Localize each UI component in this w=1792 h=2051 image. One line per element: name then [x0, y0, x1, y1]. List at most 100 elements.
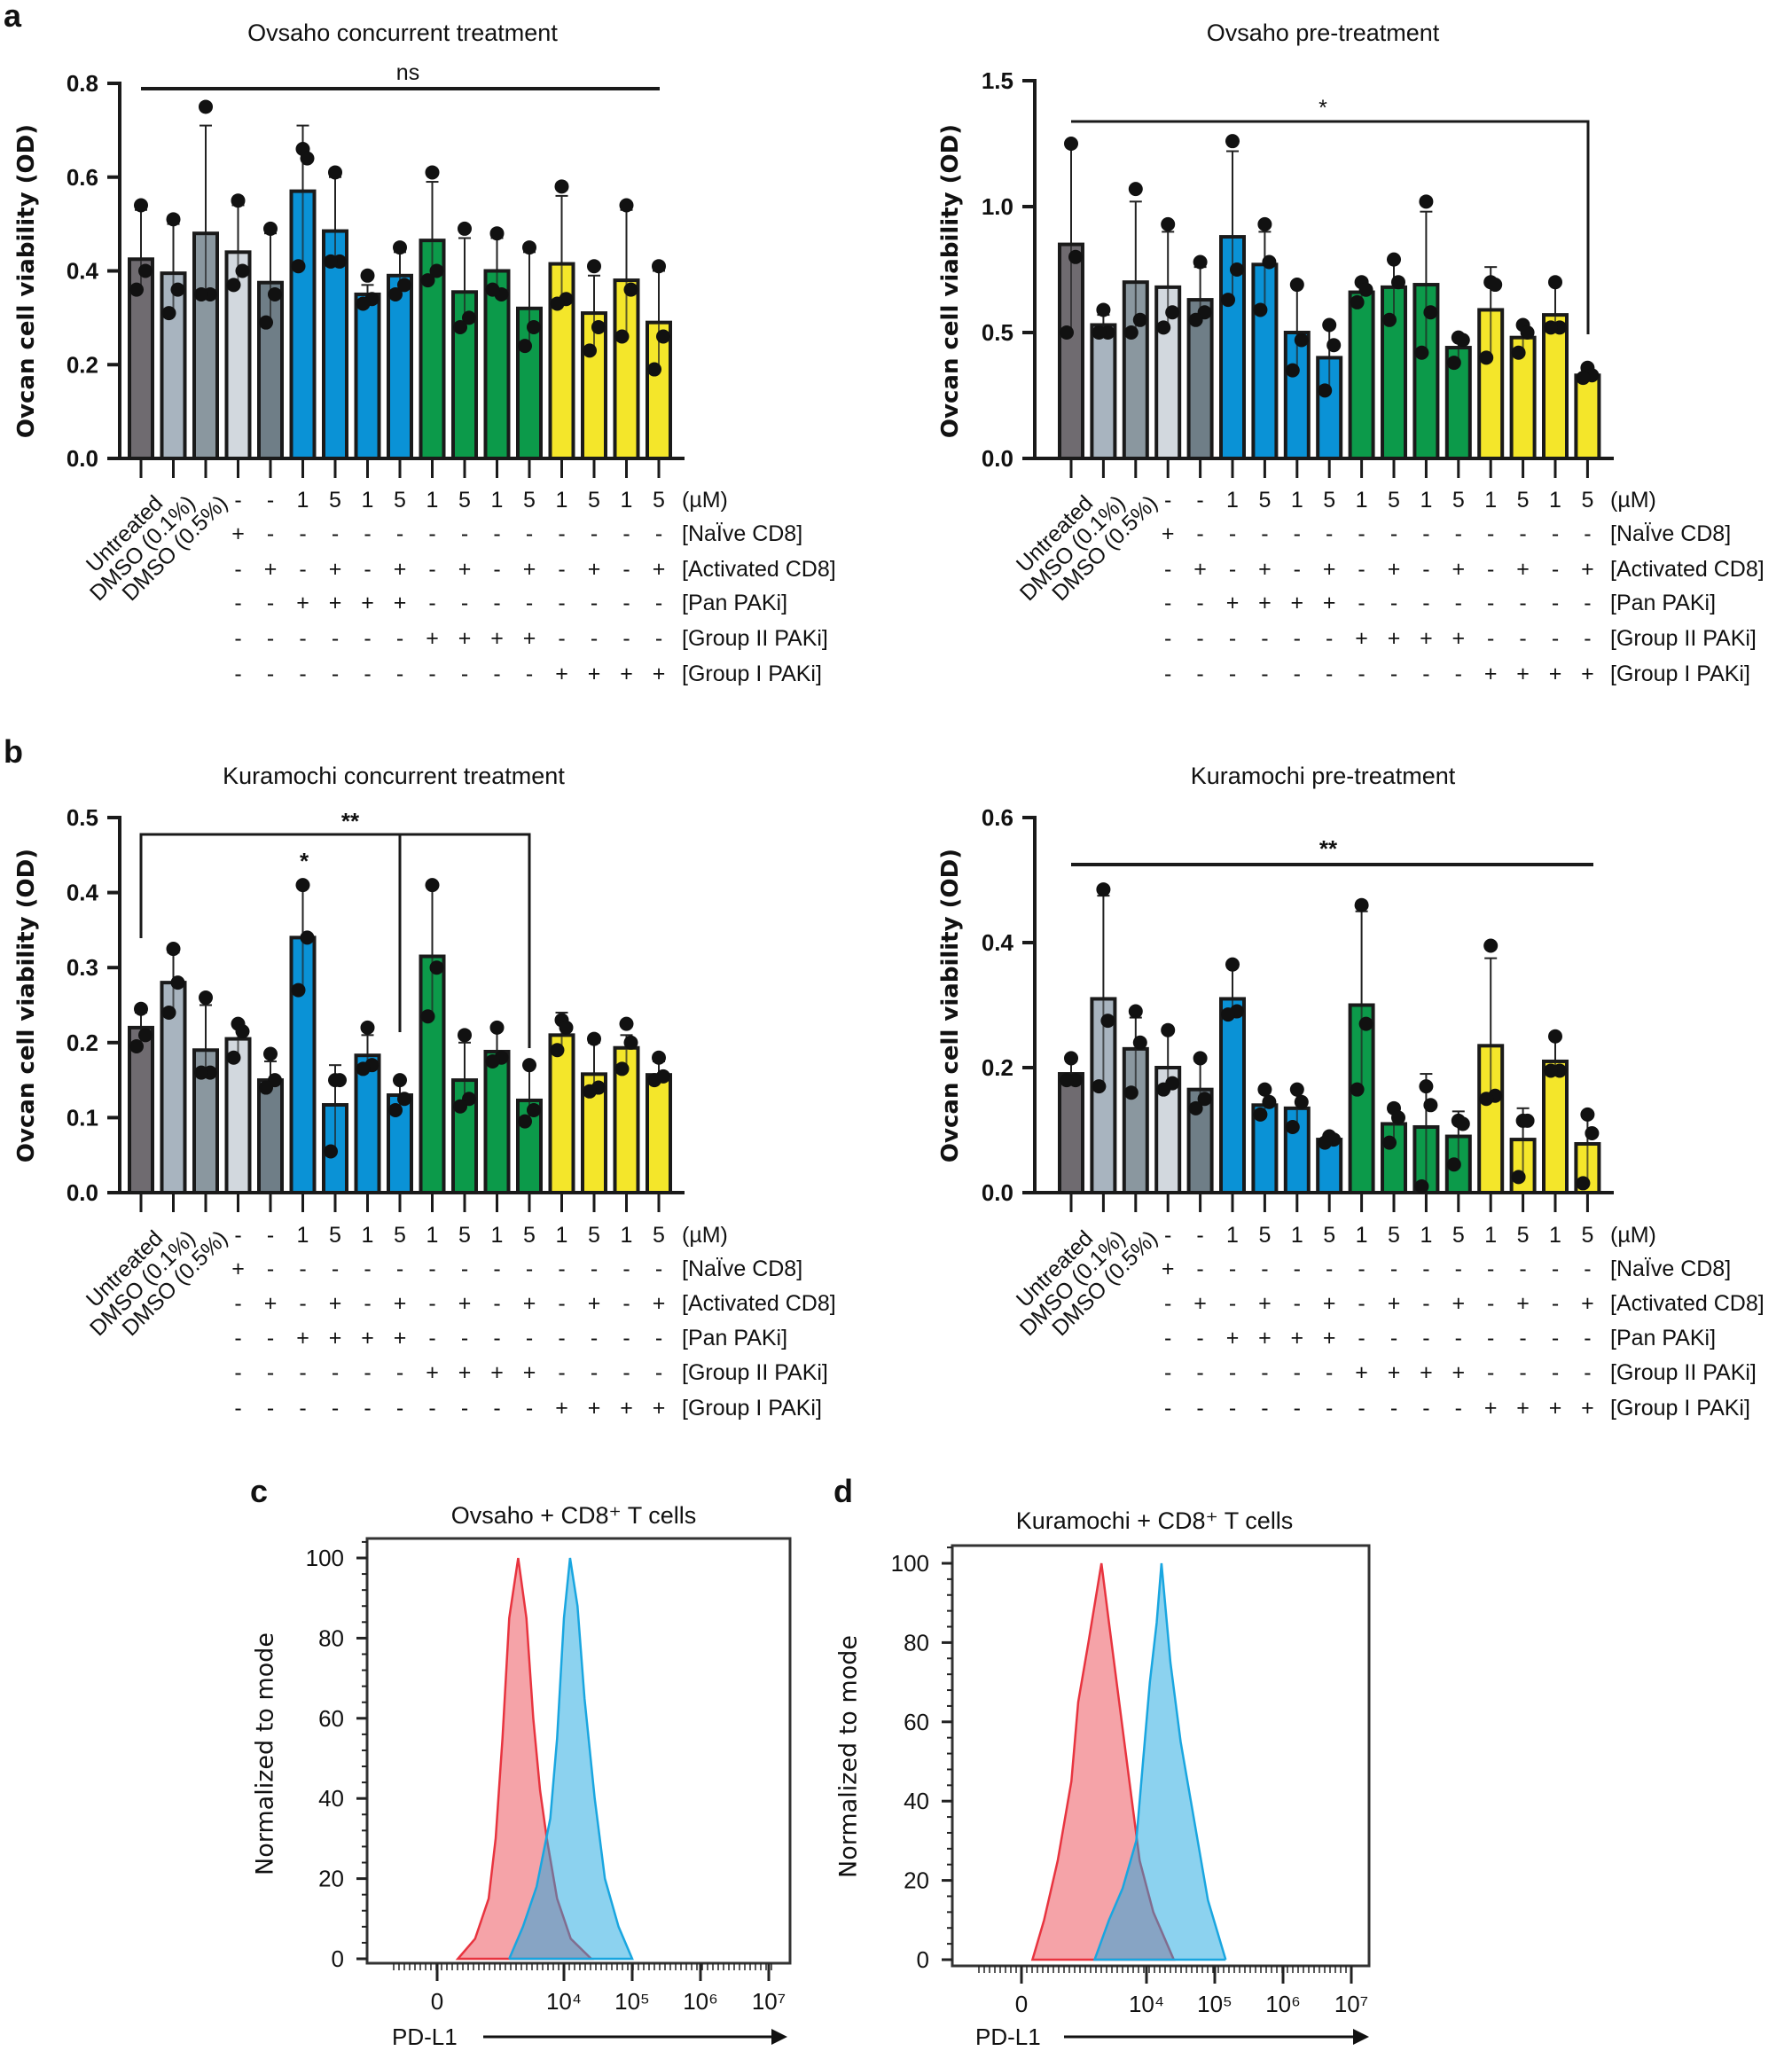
bar [322, 229, 348, 460]
data-point [324, 1144, 338, 1159]
condition-mark: 1 [556, 1223, 568, 1248]
data-point [619, 1016, 634, 1031]
condition-mark: - [493, 1291, 500, 1316]
data-point [1096, 302, 1111, 317]
condition-mark: - [299, 557, 306, 582]
condition-mark: - [493, 557, 500, 582]
data-point [1092, 1079, 1107, 1094]
condition-mark: - [267, 1223, 274, 1248]
condition-mark: + [329, 591, 342, 615]
data-point [397, 278, 411, 293]
condition-mark: - [1422, 1256, 1429, 1281]
chart-title: Kuramochi + CD8⁺ T cells [1016, 1507, 1294, 1534]
condition-mark: - [428, 661, 435, 686]
condition-mark: 5 [458, 1223, 471, 1248]
condition-mark: - [1390, 591, 1397, 615]
data-point [1257, 216, 1272, 231]
condition-mark: 1 [1484, 488, 1497, 513]
x-tick-label: 10⁷ [1334, 1991, 1368, 2017]
data-point [393, 240, 407, 255]
condition-mark: - [428, 1326, 435, 1350]
condition-mark: + [1484, 661, 1498, 686]
condition-mark: + [1484, 1396, 1498, 1421]
y-tick-label: 40 [904, 1788, 929, 1814]
condition-mark: - [234, 488, 241, 513]
condition-row-label: (µM) [682, 488, 728, 513]
condition-mark: - [1519, 626, 1526, 651]
condition-mark: + [1258, 1291, 1272, 1316]
y-tick-label: 0.0 [982, 445, 1013, 472]
condition-mark: + [588, 557, 601, 582]
chart-title: Kuramochi pre-treatment [1191, 763, 1456, 789]
x-tick-label: 10⁷ [752, 1988, 786, 2015]
condition-mark: - [1358, 1256, 1365, 1281]
data-point [1285, 1119, 1300, 1134]
condition-row-label: [Group II PAKi] [682, 1360, 828, 1385]
condition-mark: + [555, 1396, 568, 1421]
condition-mark: - [1422, 1396, 1429, 1421]
condition-mark: + [264, 557, 278, 582]
condition-mark: - [1390, 521, 1397, 546]
condition-mark: + [361, 591, 374, 615]
condition-mark: - [1552, 1291, 1559, 1316]
condition-row-label: [Group II PAKi] [1610, 626, 1757, 651]
condition-mark: - [299, 521, 306, 546]
condition-mark: - [364, 661, 371, 686]
condition-row-label: [NaÏve CD8] [1610, 1256, 1731, 1281]
condition-mark: + [394, 591, 407, 615]
condition-mark: - [1196, 1326, 1203, 1350]
condition-mark: - [234, 626, 241, 651]
condition-mark: + [1388, 557, 1401, 582]
condition-mark: - [267, 661, 274, 686]
data-point [161, 306, 176, 321]
data-point [1064, 1051, 1078, 1066]
condition-mark: - [1294, 1256, 1301, 1281]
condition-mark: - [1294, 661, 1301, 686]
condition-row-label: (µM) [1610, 488, 1656, 513]
condition-mark: - [234, 1223, 241, 1248]
condition-mark: + [296, 591, 309, 615]
condition-mark: - [1552, 557, 1559, 582]
data-point [300, 151, 315, 166]
data-point [1455, 333, 1470, 348]
data-point [614, 329, 630, 344]
condition-mark: - [396, 661, 403, 686]
condition-mark: - [461, 1256, 468, 1281]
data-point [1257, 1082, 1272, 1097]
condition-mark: + [1323, 591, 1336, 615]
bar [192, 231, 219, 461]
condition-mark: - [1196, 488, 1203, 513]
condition-mark: - [1261, 521, 1268, 546]
condition-mark: - [1519, 1360, 1526, 1385]
y-tick-label: 0.0 [67, 1179, 98, 1206]
condition-mark: - [1294, 1396, 1301, 1421]
y-tick-label: 40 [318, 1785, 344, 1812]
condition-mark: - [622, 1291, 630, 1316]
condition-mark: - [1358, 521, 1365, 546]
data-point [623, 1035, 638, 1050]
bar [1574, 373, 1601, 460]
data-point [268, 286, 282, 301]
condition-mark: - [1487, 1360, 1494, 1385]
x-tick-label: 10⁵ [614, 1988, 650, 2015]
y-axis-label: Normalized to mode [835, 1635, 863, 1878]
condition-mark: - [1196, 521, 1203, 546]
condition-mark: - [1455, 1256, 1462, 1281]
condition-mark: - [428, 521, 435, 546]
condition-mark: + [394, 1326, 407, 1350]
condition-mark: + [620, 1396, 633, 1421]
data-point [652, 259, 666, 274]
condition-mark: + [1388, 1360, 1401, 1385]
condition-mark: - [234, 1326, 241, 1350]
condition-mark: + [653, 1396, 666, 1421]
data-point [1326, 338, 1342, 353]
data-point [1060, 1073, 1074, 1088]
bar [257, 1078, 284, 1194]
data-point [199, 99, 213, 114]
data-point [518, 339, 532, 354]
condition-mark: - [396, 626, 403, 651]
condition-mark: + [1258, 557, 1272, 582]
condition-mark: - [622, 626, 630, 651]
condition-row-label: (µM) [682, 1223, 728, 1248]
